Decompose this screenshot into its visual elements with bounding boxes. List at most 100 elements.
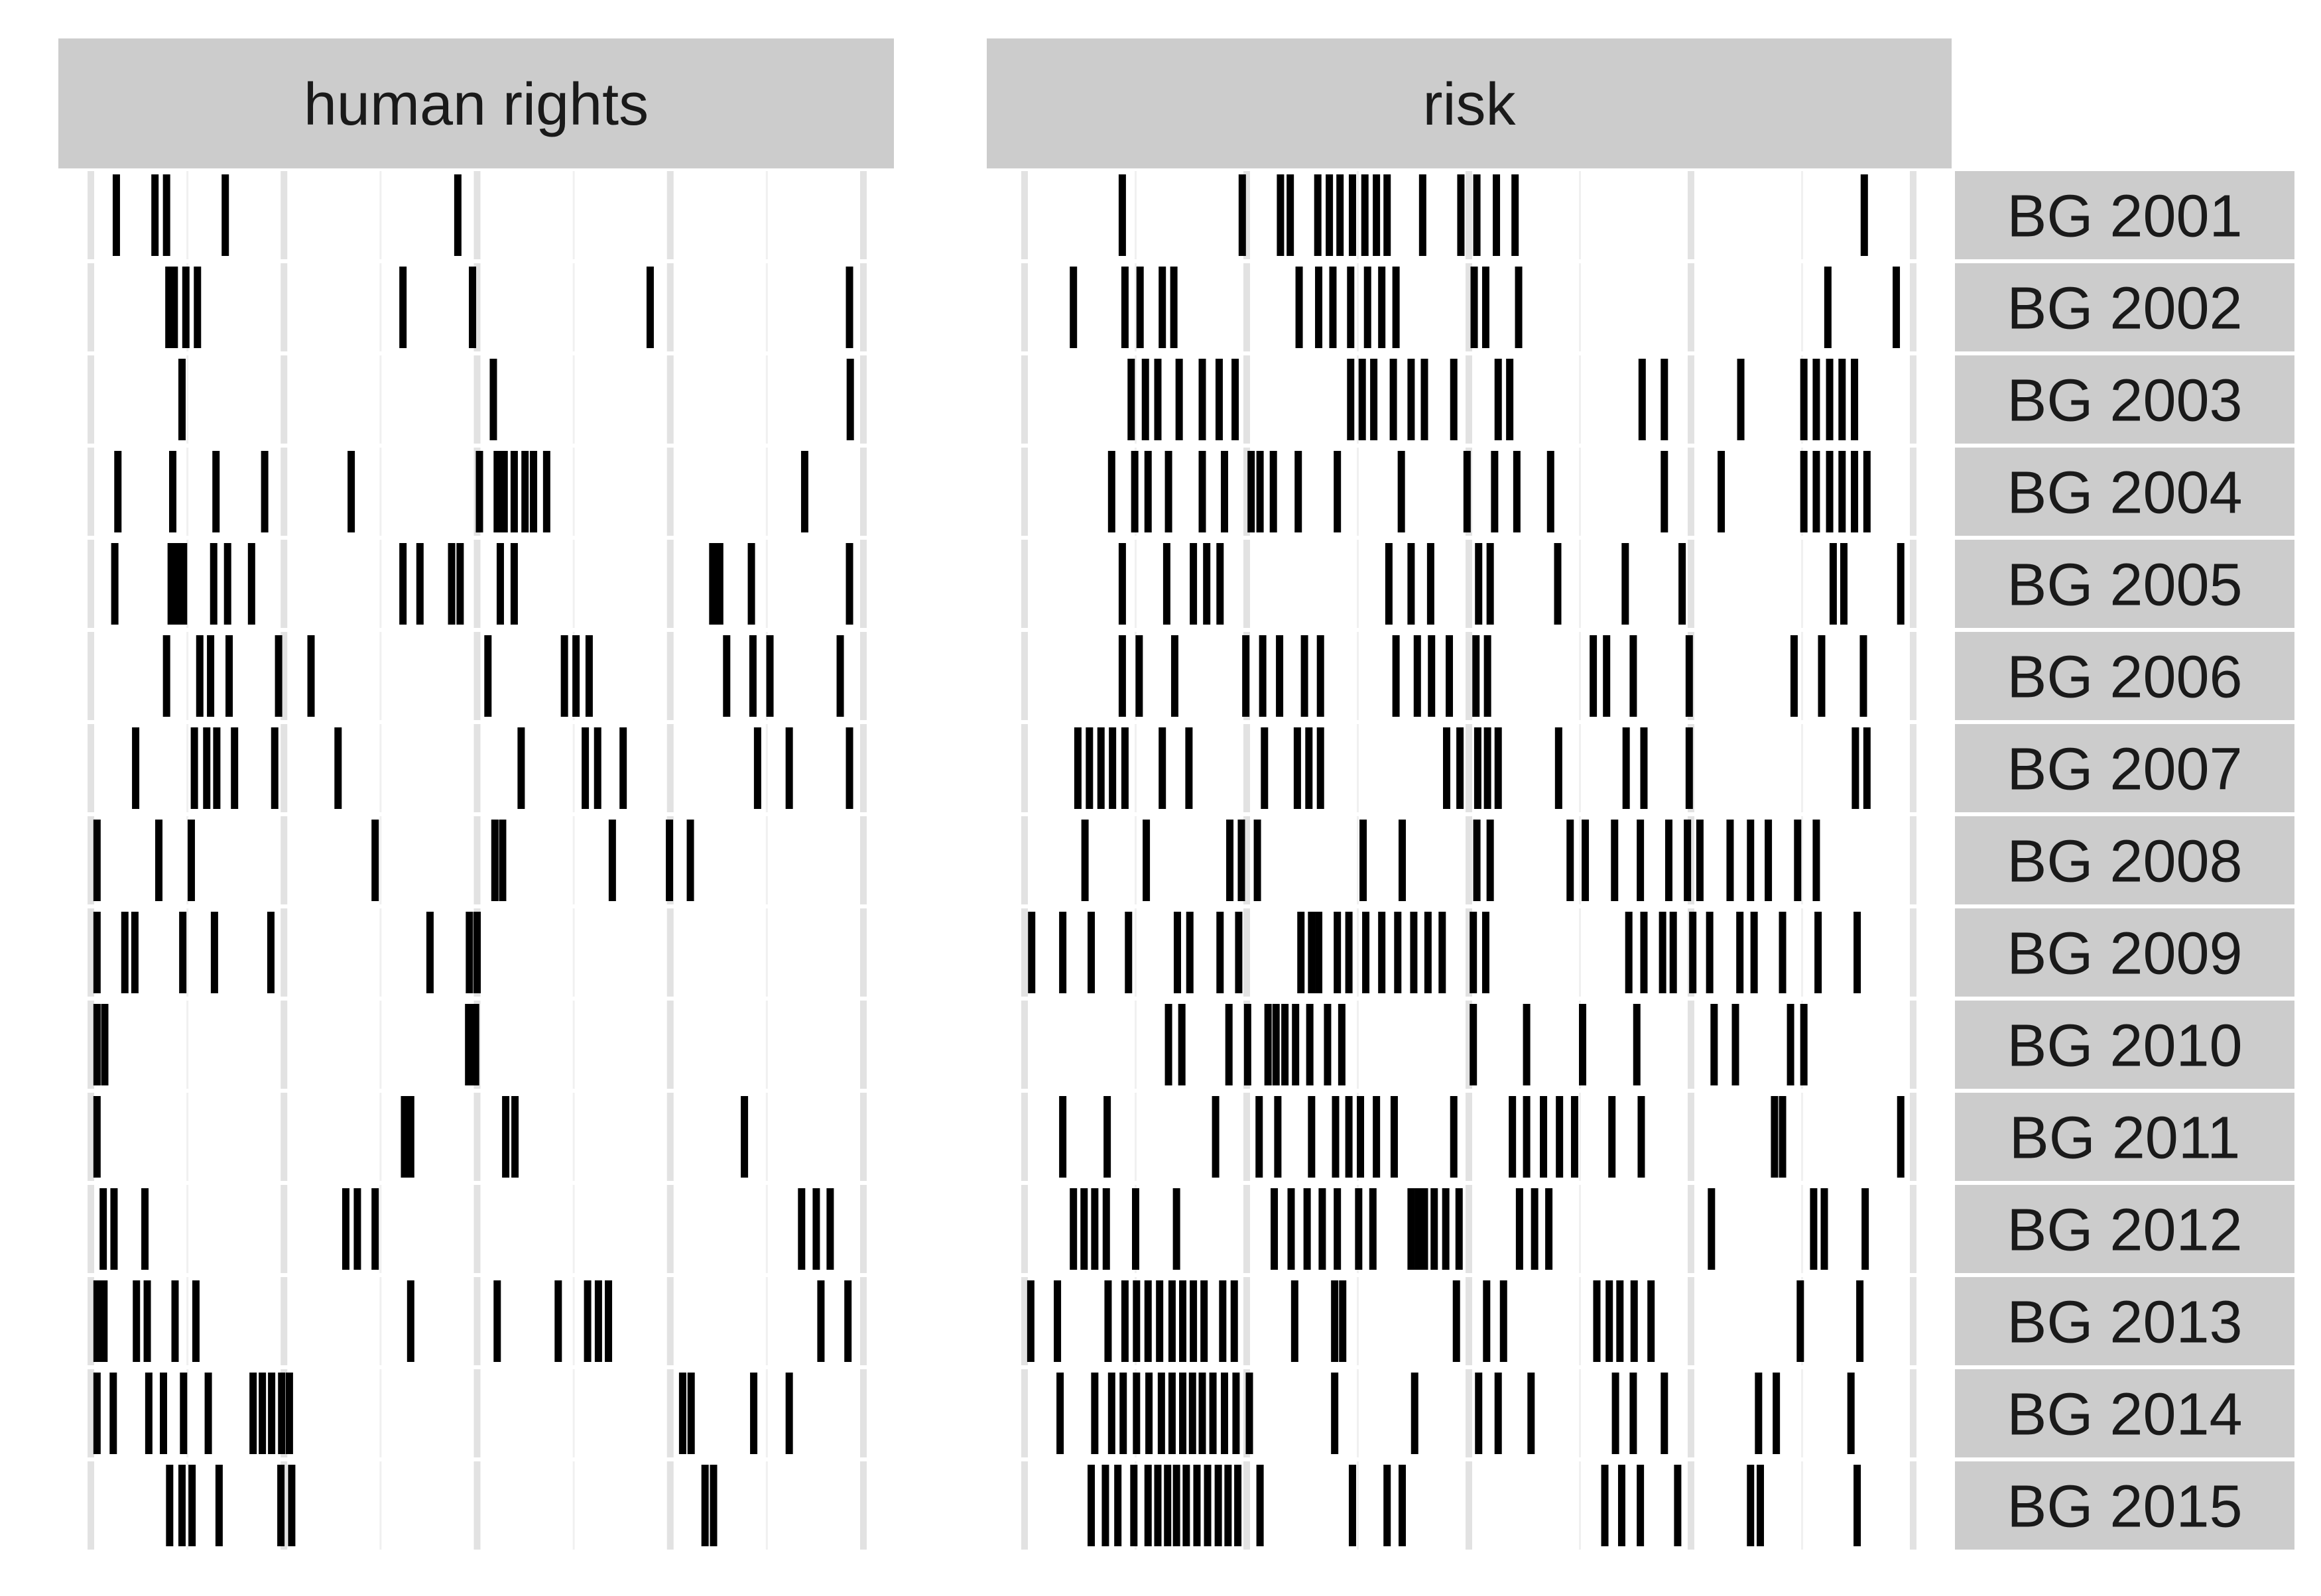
occurrence-bar (1104, 1280, 1112, 1362)
row-strip-background (1955, 1093, 2294, 1181)
occurrence-bar (1118, 543, 1126, 625)
occurrence-bar (846, 727, 853, 809)
occurrence-bar (1470, 267, 1478, 348)
occurrence-bar (517, 727, 525, 809)
occurrence-bar (1611, 820, 1619, 901)
occurrence-bar (178, 359, 186, 440)
row-strip-label: BG 2008 (2007, 829, 2242, 895)
row-strip-background (1955, 816, 2294, 904)
occurrence-bar (1773, 1373, 1781, 1454)
occurrence-bar (750, 1373, 758, 1454)
occurrence-bar (155, 820, 163, 901)
occurrence-bar (1164, 1004, 1172, 1085)
occurrence-bar (1394, 912, 1402, 993)
occurrence-bar (1247, 451, 1255, 532)
occurrence-bar (1308, 1096, 1316, 1178)
row-strip-bg-2004: BG 2004 (1955, 448, 2294, 536)
occurrence-bar (1130, 1465, 1138, 1546)
occurrence-bar (1231, 359, 1239, 440)
occurrence-bar (785, 1373, 793, 1454)
occurrence-bar (1787, 1004, 1794, 1085)
occurrence-bar (111, 543, 119, 625)
occurrence-bar (1428, 635, 1436, 717)
occurrence-bar (499, 820, 507, 901)
occurrence-bar (475, 451, 483, 532)
occurrence-bar (1133, 1280, 1141, 1362)
occurrence-bar (1390, 1096, 1398, 1178)
row-strip-bg-2011: BG 2011 (1955, 1093, 2294, 1181)
occurrence-bar (608, 820, 616, 901)
occurrence-bar (1582, 820, 1590, 901)
occurrence-bar (585, 635, 593, 717)
occurrence-bar (1143, 820, 1151, 901)
occurrence-bar (1200, 1280, 1208, 1362)
occurrence-bar (1170, 267, 1178, 348)
occurrence-bar (1420, 359, 1428, 440)
occurrence-bar (1162, 543, 1170, 625)
occurrence-bar (489, 359, 497, 440)
occurrence-bar (1638, 359, 1646, 440)
occurrence-bar (1179, 1280, 1187, 1362)
occurrence-bar (1316, 635, 1324, 717)
occurrence-bar (180, 1373, 188, 1454)
row-strip-background (1955, 540, 2294, 628)
strip-label: risk (1423, 72, 1517, 138)
occurrence-bar (1276, 635, 1284, 717)
occurrence-bar (1661, 359, 1668, 440)
occurrence-bar (1172, 1188, 1180, 1270)
occurrence-bar (500, 451, 508, 532)
occurrence-bar (1708, 1188, 1716, 1270)
occurrence-bar (141, 1188, 149, 1270)
occurrence-bar (1118, 635, 1126, 717)
occurrence-bar (1300, 635, 1308, 717)
occurrence-bar (1509, 1096, 1517, 1178)
occurrence-bar (1373, 1096, 1381, 1178)
row-strip-bg-2001: BG 2001 (1955, 171, 2294, 259)
occurrence-bar (1757, 1465, 1765, 1546)
occurrence-bar (753, 727, 761, 809)
occurrence-bar (710, 1465, 718, 1546)
occurrence-bar (747, 543, 755, 625)
row-strip-background (1955, 355, 2294, 444)
occurrence-bar (521, 451, 529, 532)
occurrence-bar (1145, 1373, 1153, 1454)
occurrence-bar (93, 1096, 101, 1178)
row-strip-bg-2005: BG 2005 (1955, 540, 2294, 628)
occurrence-bar (1531, 1188, 1538, 1270)
occurrence-bar (334, 727, 342, 809)
occurrence-bar (1851, 359, 1859, 440)
occurrence-bar (1669, 912, 1677, 993)
occurrence-bar (261, 451, 269, 532)
occurrence-bar (277, 1465, 285, 1546)
occurrence-bar (1515, 1188, 1523, 1270)
occurrence-bar (1324, 1004, 1332, 1085)
occurrence-bar (709, 543, 717, 625)
occurrence-bar (1059, 1096, 1067, 1178)
row-strip-label: BG 2010 (2007, 1013, 2242, 1079)
occurrence-bar (1086, 727, 1094, 809)
occurrence-bar (1826, 451, 1834, 532)
occurrence-bar (99, 1188, 107, 1270)
occurrence-bar (1338, 1004, 1346, 1085)
strip-risk: risk (987, 38, 1952, 168)
occurrence-bar (1579, 1004, 1587, 1085)
occurrence-bar (1506, 359, 1514, 440)
occurrence-bar (1272, 1004, 1280, 1085)
occurrence-bar (1608, 1096, 1616, 1178)
occurrence-bar (1755, 1373, 1763, 1454)
occurrence-bar (407, 1280, 414, 1362)
occurrence-bar (1414, 1188, 1422, 1270)
occurrence-bar (1362, 912, 1370, 993)
occurrence-bar (1164, 1465, 1172, 1546)
occurrence-bar (1443, 727, 1450, 809)
occurrence-bar (1897, 1096, 1905, 1178)
occurrence-bar (1800, 1004, 1808, 1085)
row-strip-bg-2013: BG 2013 (1955, 1277, 2294, 1365)
occurrence-bar (188, 1465, 196, 1546)
occurrence-bar (678, 1373, 686, 1454)
occurrence-bar (1838, 451, 1846, 532)
occurrence-bar (1091, 1188, 1099, 1270)
occurrence-bar (1121, 727, 1129, 809)
occurrence-bar (1863, 451, 1871, 532)
occurrence-bar (1820, 1188, 1828, 1270)
